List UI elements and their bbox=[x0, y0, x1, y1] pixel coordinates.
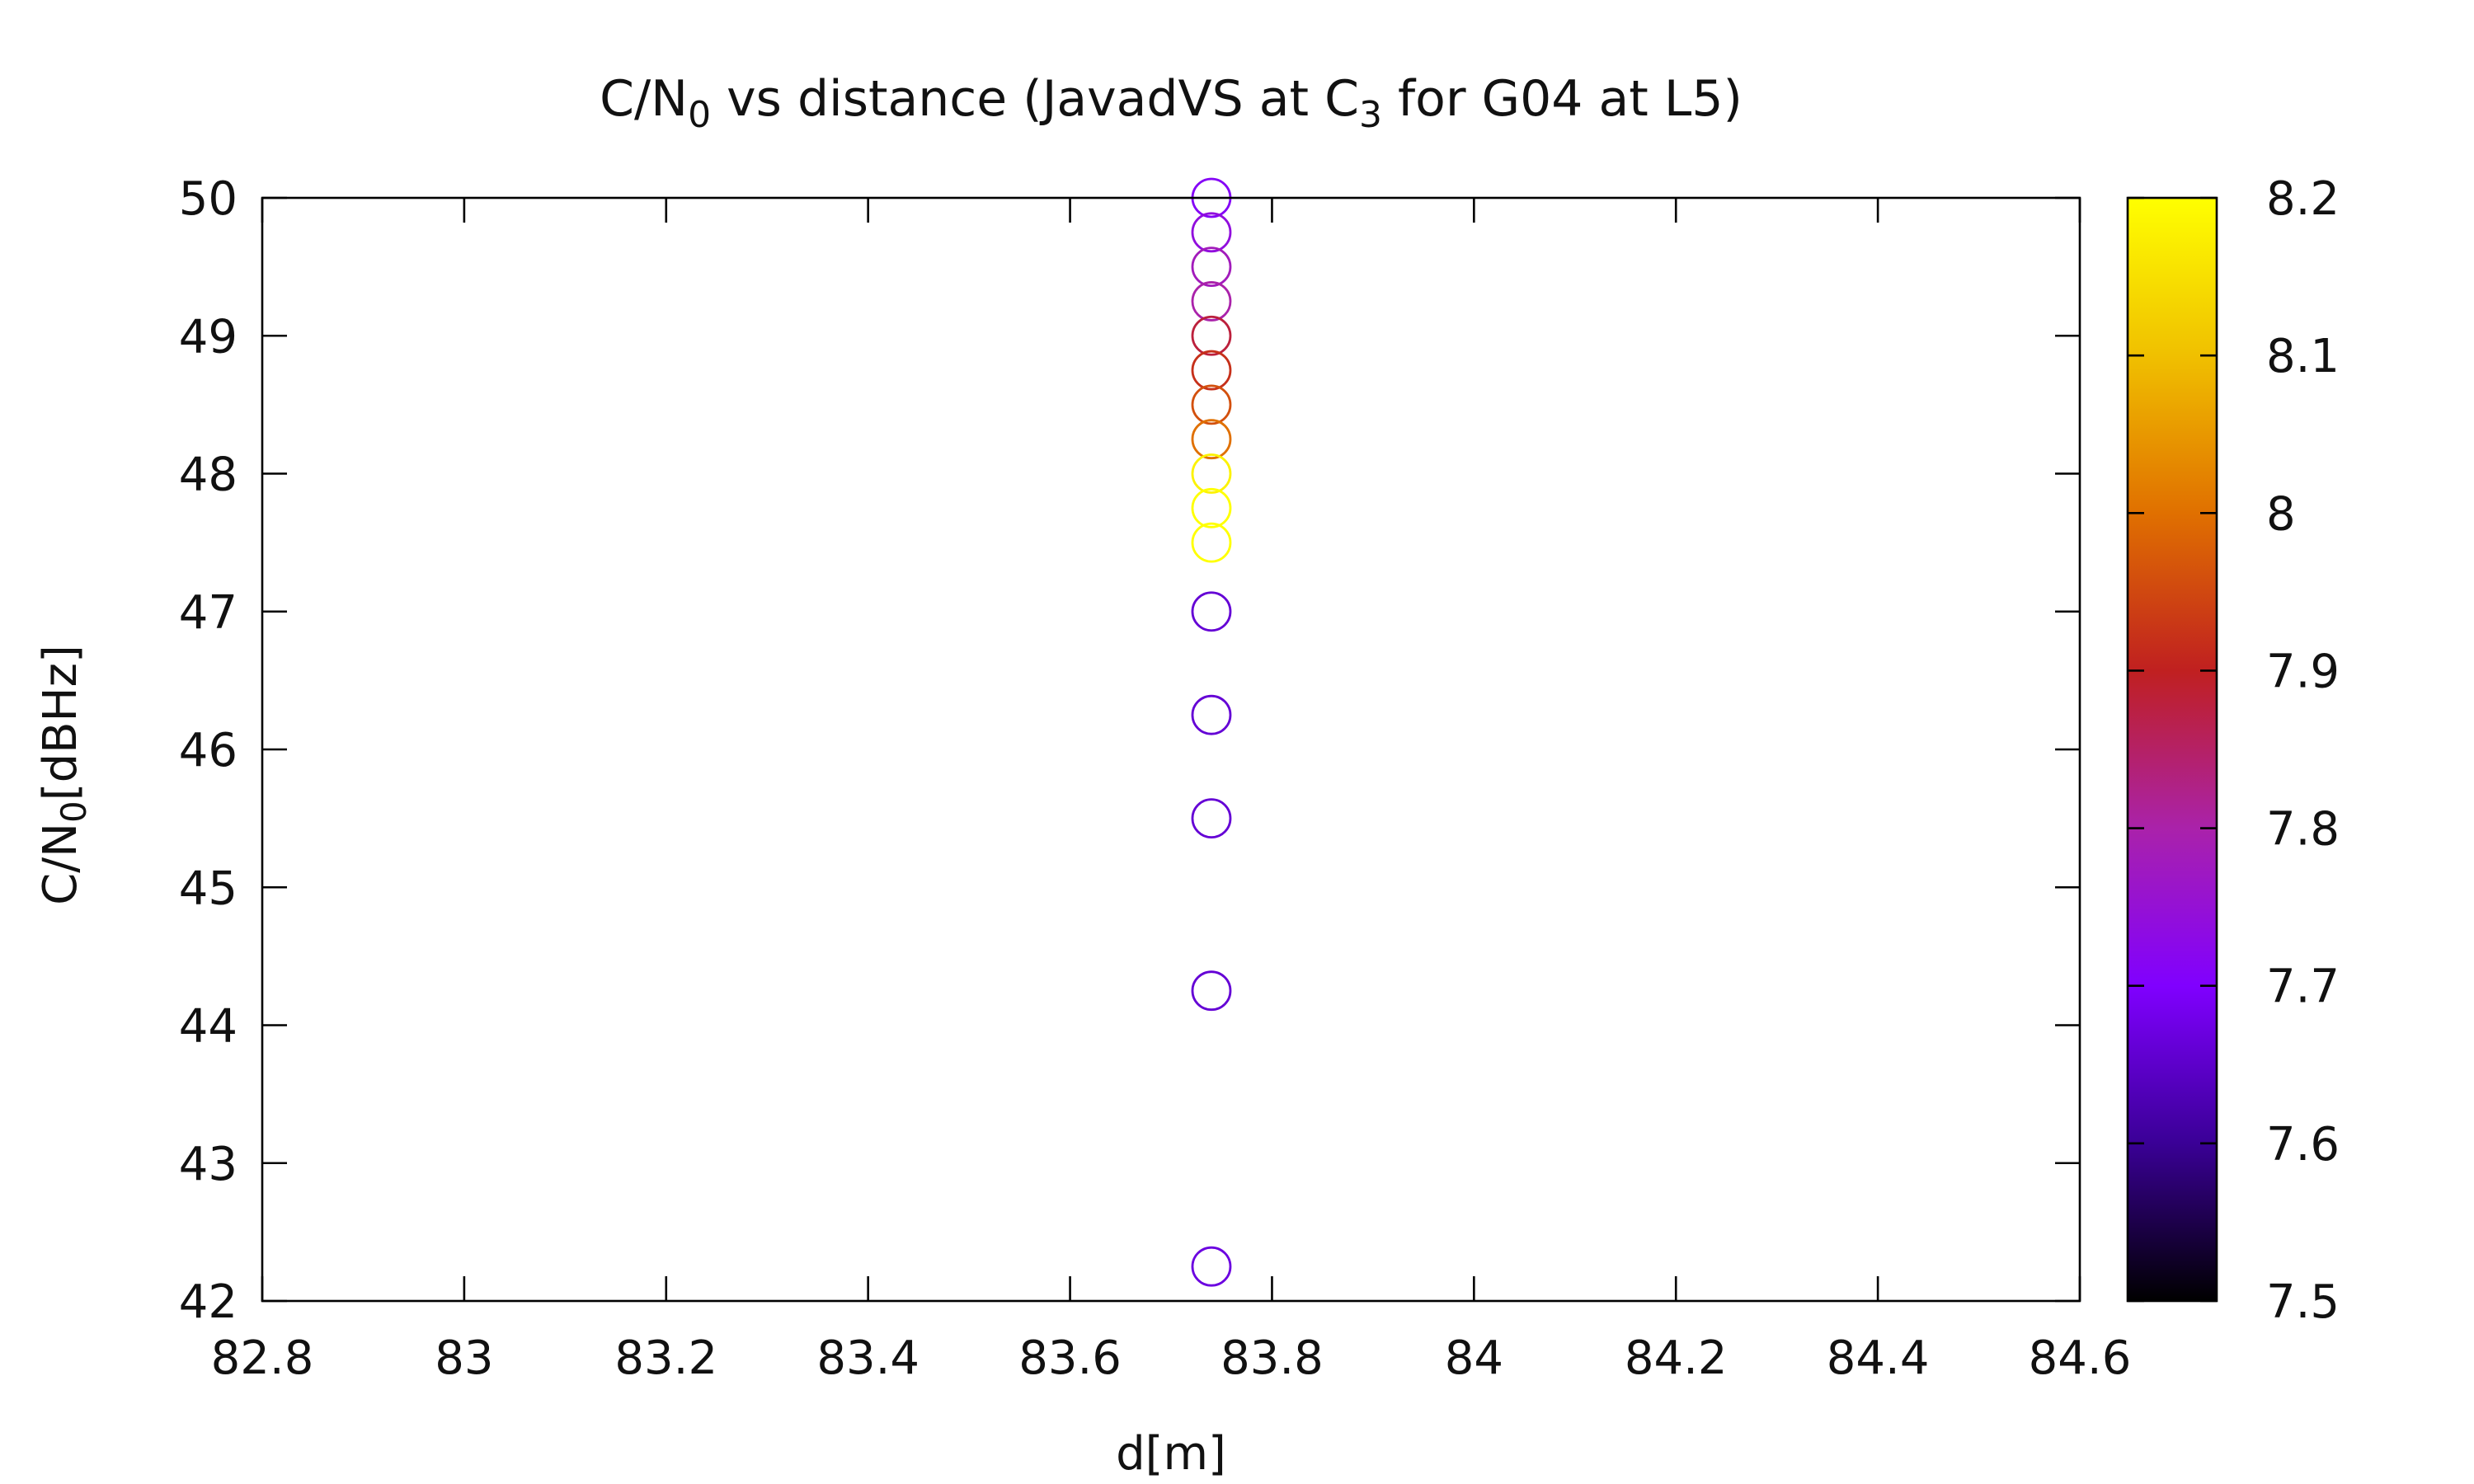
y-tick-label: 47 bbox=[179, 586, 238, 640]
colorbar-tick-labels: 7.5 7.6 7.7 7.8 7.9 8 8.1 8.2 bbox=[2266, 172, 2340, 1329]
x-axis-label: d[m] bbox=[1116, 1427, 1226, 1481]
y-tick-label: 48 bbox=[179, 448, 238, 502]
data-point bbox=[1191, 591, 1232, 632]
chart-title: C/N0 vs distance (JavadVS at C3 for G04 … bbox=[600, 70, 1743, 136]
colorbar-tick-label: 8.2 bbox=[2266, 172, 2340, 226]
data-point bbox=[1191, 694, 1232, 735]
data-point bbox=[1191, 212, 1232, 253]
colorbar-tick-label: 8.1 bbox=[2266, 330, 2340, 383]
x-tick-label: 83 bbox=[435, 1331, 493, 1385]
data-point bbox=[1191, 798, 1232, 839]
y-axis-label: C/N0[dBHz] bbox=[34, 645, 94, 905]
data-point bbox=[1191, 350, 1232, 391]
y-tick-label: 45 bbox=[179, 862, 238, 915]
x-tick-label: 83.4 bbox=[816, 1331, 920, 1385]
colorbar-tick-label: 7.9 bbox=[2266, 645, 2340, 698]
y-tick-label: 49 bbox=[179, 310, 238, 364]
plot-frame bbox=[261, 196, 2081, 1303]
data-point bbox=[1191, 384, 1232, 425]
colorbar-tick-label: 7.6 bbox=[2266, 1118, 2340, 1172]
y-tick-label: 43 bbox=[179, 1138, 238, 1191]
y-tick-label: 44 bbox=[179, 1000, 238, 1054]
x-tick-label: 83.6 bbox=[1018, 1331, 1122, 1385]
data-point bbox=[1191, 419, 1232, 460]
x-tick-label: 83.2 bbox=[614, 1331, 717, 1385]
axis-ticks bbox=[261, 196, 2081, 1303]
x-tick-label: 84.2 bbox=[1625, 1331, 1728, 1385]
colorbar-ticks bbox=[2128, 196, 2217, 1303]
x-tick-label: 84 bbox=[1445, 1331, 1503, 1385]
data-point bbox=[1191, 970, 1232, 1012]
y-tick-label: 42 bbox=[179, 1275, 238, 1329]
data-point bbox=[1191, 247, 1232, 288]
data-point bbox=[1191, 453, 1232, 494]
colorbar-tick-label: 7.7 bbox=[2266, 960, 2340, 1014]
y-tick-label: 46 bbox=[179, 724, 238, 777]
data-point bbox=[1191, 1246, 1232, 1287]
data-point bbox=[1191, 487, 1232, 528]
data-point bbox=[1191, 315, 1232, 356]
colorbar-tick-label: 7.5 bbox=[2266, 1275, 2340, 1329]
data-point bbox=[1191, 522, 1232, 563]
colorbar bbox=[2126, 196, 2218, 1303]
x-tick-label: 84.4 bbox=[1827, 1331, 1930, 1385]
colorbar-tick-label: 7.8 bbox=[2266, 803, 2340, 857]
data-point bbox=[1191, 281, 1232, 322]
x-tick-label: 83.8 bbox=[1221, 1331, 1324, 1385]
x-tick-label: 84.6 bbox=[2029, 1331, 2132, 1385]
colorbar-tick-label: 8 bbox=[2266, 487, 2296, 541]
data-points bbox=[1191, 177, 1232, 1287]
y-tick-label: 50 bbox=[179, 172, 238, 226]
x-tick-label: 82.8 bbox=[211, 1331, 314, 1385]
tick-labels: 82.8 83 83.2 83.4 83.6 83.8 84 84.2 84.4 84.6 42 43… bbox=[179, 172, 2132, 1385]
